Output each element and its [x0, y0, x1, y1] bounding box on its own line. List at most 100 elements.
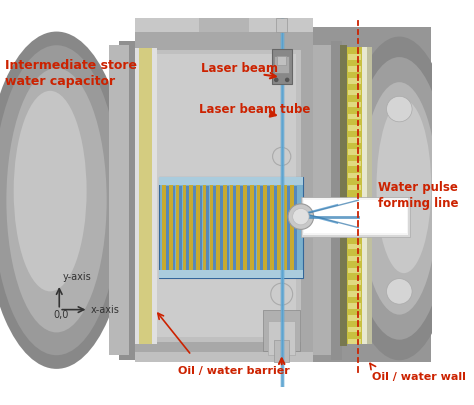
Text: Laser beam: Laser beam	[201, 62, 278, 75]
Bar	[313, 45, 333, 355]
Text: Oil / water wall: Oil / water wall	[372, 372, 466, 382]
Bar	[216, 185, 220, 271]
Circle shape	[285, 78, 290, 82]
Bar	[331, 40, 342, 360]
Bar	[159, 177, 303, 185]
Bar	[347, 47, 362, 344]
Ellipse shape	[6, 68, 107, 333]
Bar	[348, 173, 361, 178]
Bar	[159, 271, 303, 278]
Bar	[240, 185, 243, 269]
Bar	[223, 185, 227, 271]
Bar	[348, 196, 361, 202]
Bar	[159, 177, 303, 278]
Bar	[260, 185, 263, 269]
Bar	[135, 48, 139, 344]
Bar	[274, 0, 289, 18]
Bar	[210, 185, 213, 271]
Ellipse shape	[376, 100, 431, 273]
Bar	[135, 18, 313, 32]
Bar	[348, 279, 361, 285]
Bar	[247, 185, 250, 269]
Bar	[303, 198, 409, 235]
Bar	[267, 185, 270, 269]
Bar	[250, 185, 254, 271]
Bar	[118, 40, 146, 360]
Bar	[186, 185, 189, 269]
Bar	[152, 48, 157, 344]
Bar	[348, 209, 361, 214]
Bar	[203, 185, 206, 271]
Bar	[230, 185, 233, 271]
Bar	[348, 232, 361, 238]
Bar	[237, 185, 240, 271]
Bar	[348, 161, 361, 166]
Bar	[270, 185, 274, 271]
Bar	[196, 185, 200, 271]
Text: Oil / water barrier: Oil / water barrier	[178, 366, 290, 376]
Bar	[274, 185, 277, 269]
Bar	[109, 45, 129, 355]
Text: y-axis: y-axis	[63, 272, 91, 282]
Bar	[276, 0, 287, 18]
Bar	[284, 185, 287, 271]
Bar	[348, 78, 361, 83]
Bar	[139, 48, 152, 344]
Bar	[348, 102, 361, 107]
Bar	[233, 185, 236, 269]
Bar	[301, 196, 410, 237]
Bar	[348, 339, 361, 344]
Ellipse shape	[361, 82, 438, 315]
Bar	[348, 268, 361, 273]
Bar	[348, 137, 361, 143]
Bar	[274, 340, 289, 362]
Bar	[287, 185, 290, 269]
Bar	[348, 149, 361, 155]
Bar	[348, 54, 361, 60]
Bar	[348, 90, 361, 96]
Text: 0,0: 0,0	[53, 310, 68, 320]
Circle shape	[386, 279, 412, 304]
Bar	[264, 309, 300, 351]
Bar	[340, 45, 347, 346]
Bar	[348, 256, 361, 261]
Bar	[348, 220, 361, 226]
Bar	[264, 185, 267, 271]
Bar	[193, 185, 196, 269]
Text: Laser beam tube: Laser beam tube	[199, 102, 310, 115]
Bar	[348, 185, 361, 190]
Ellipse shape	[14, 91, 87, 291]
Bar	[200, 185, 202, 269]
Text: x-axis: x-axis	[90, 305, 119, 315]
Bar	[254, 185, 256, 269]
Bar	[348, 303, 361, 309]
Bar	[294, 185, 297, 269]
Bar	[206, 185, 209, 269]
Bar	[150, 54, 296, 337]
Circle shape	[386, 96, 412, 122]
Bar	[220, 185, 223, 269]
Ellipse shape	[0, 45, 120, 355]
Bar	[135, 352, 313, 362]
Bar	[367, 47, 372, 344]
Bar	[348, 244, 361, 249]
Bar	[169, 185, 173, 271]
Circle shape	[288, 204, 314, 229]
Circle shape	[273, 147, 291, 166]
Bar	[291, 185, 294, 271]
Bar	[348, 66, 361, 72]
Ellipse shape	[349, 57, 449, 340]
Bar	[277, 56, 286, 65]
Bar	[348, 291, 361, 297]
Bar	[180, 185, 182, 269]
Bar	[199, 4, 249, 32]
Bar	[304, 200, 407, 233]
Bar	[362, 47, 367, 344]
Circle shape	[292, 209, 309, 225]
Bar	[348, 327, 361, 333]
Bar	[189, 185, 193, 271]
Text: Water pulse
forming line: Water pulse forming line	[378, 181, 459, 210]
Bar	[162, 185, 166, 271]
Text: Intermediate store
water capacitor: Intermediate store water capacitor	[5, 59, 137, 88]
Ellipse shape	[340, 36, 458, 360]
